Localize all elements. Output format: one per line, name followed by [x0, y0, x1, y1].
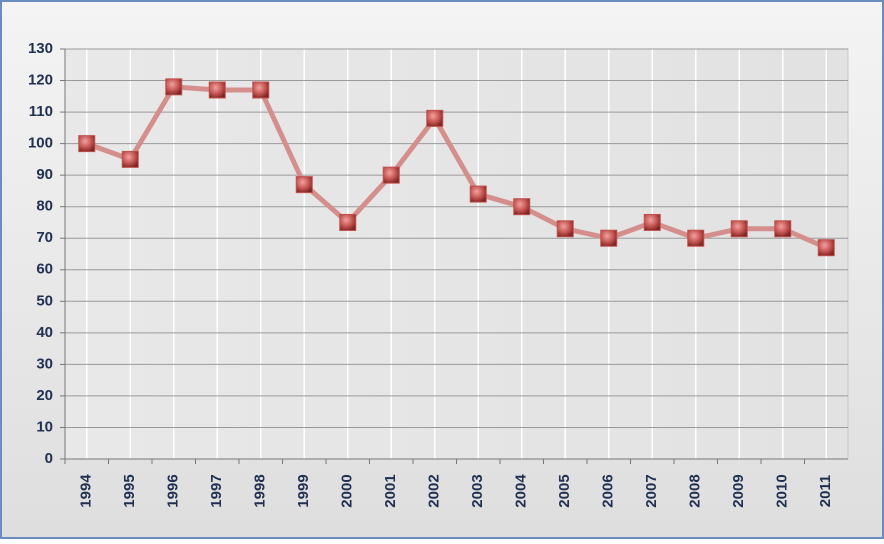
x-tick-label: 2002	[426, 474, 443, 507]
y-tick-label: 40	[36, 324, 53, 341]
y-tick-label: 10	[36, 418, 53, 435]
x-tick-label: 2009	[730, 474, 747, 507]
marker	[774, 220, 792, 238]
y-tick-label: 0	[45, 450, 53, 467]
y-tick-label: 50	[36, 292, 53, 309]
marker	[165, 78, 183, 96]
x-tick-label: 2006	[600, 474, 617, 507]
x-tick-label: 1997	[208, 474, 225, 507]
x-tick-label: 2001	[382, 474, 399, 507]
marker	[469, 185, 487, 203]
marker	[600, 229, 618, 247]
y-tick-label: 120	[28, 72, 53, 89]
marker	[643, 213, 661, 231]
marker	[382, 166, 400, 184]
plot-area	[64, 48, 849, 460]
x-tick-label: 2011	[817, 475, 834, 508]
x-tick-label: 2005	[556, 474, 573, 507]
x-tick-label: 2007	[643, 474, 660, 507]
y-tick-label: 60	[36, 261, 53, 278]
marker	[687, 229, 705, 247]
x-tick-label: 1998	[252, 474, 269, 507]
marker	[208, 81, 226, 99]
x-tick-label: 2008	[687, 474, 704, 507]
y-tick-label: 110	[29, 103, 53, 120]
marker	[513, 198, 531, 216]
x-tick-label: 2000	[339, 474, 356, 507]
y-tick-label: 100	[28, 135, 53, 152]
marker	[426, 109, 444, 127]
x-tick-label: 2003	[469, 474, 486, 507]
y-tick-label: 20	[36, 387, 53, 404]
y-tick-label: 130	[28, 40, 53, 57]
x-tick-label: 1999	[295, 474, 312, 507]
x-tick-label: 1996	[165, 474, 182, 507]
marker	[730, 220, 748, 238]
y-tick-label: 90	[36, 166, 53, 183]
x-tick-label: 1994	[78, 474, 95, 508]
y-tick-label: 30	[36, 355, 53, 372]
x-tick-label: 2010	[774, 474, 791, 507]
y-tick-label: 80	[36, 198, 53, 215]
y-tick-label: 70	[36, 229, 53, 246]
marker	[817, 239, 835, 257]
x-tick-label: 2004	[513, 474, 530, 508]
marker	[295, 176, 313, 194]
marker	[339, 213, 357, 231]
marker	[556, 220, 574, 238]
marker	[78, 135, 96, 153]
marker	[121, 150, 139, 168]
marker	[252, 81, 270, 99]
x-tick-label: 1995	[121, 474, 138, 507]
